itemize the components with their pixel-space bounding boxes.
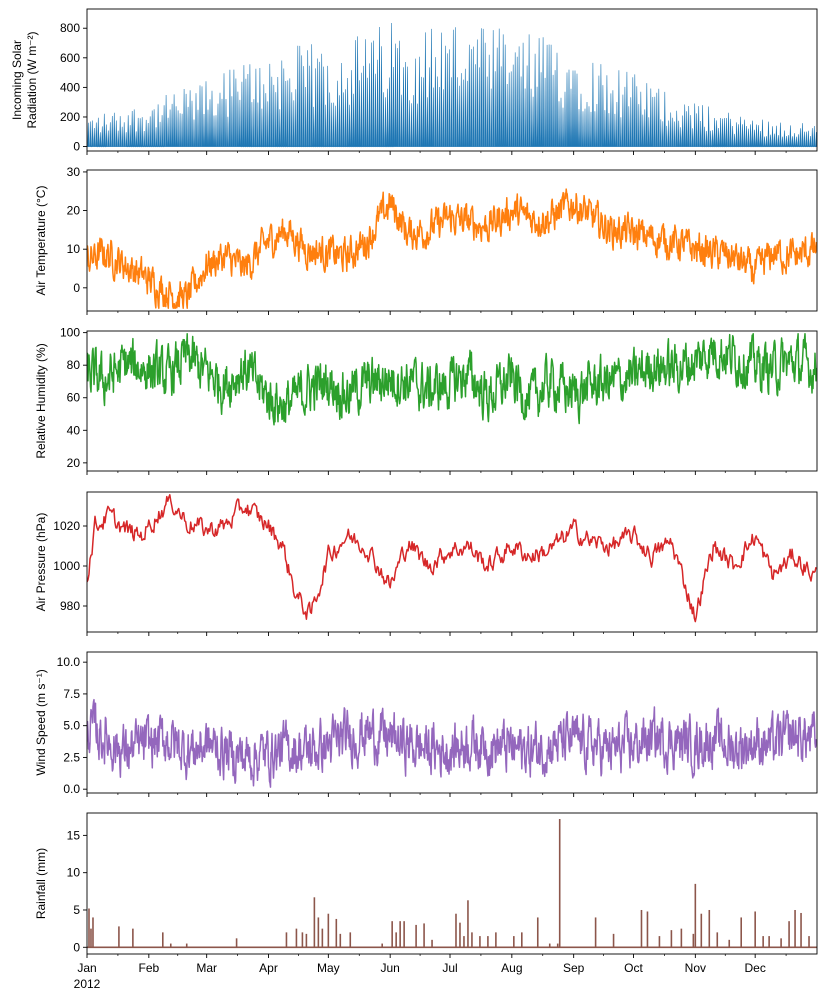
air-temperature-series [87, 188, 817, 309]
x-tick-label: Jan [77, 961, 96, 975]
x-tick-label: Apr [259, 961, 278, 975]
y-axis-label: Radiation (W m⁻²) [25, 31, 39, 128]
y-tick-label: 10 [67, 866, 81, 880]
y-axis-label: Rainfall (mm) [34, 848, 48, 919]
y-axis-label: Relative Humidity (%) [34, 343, 48, 458]
y-tick-label: 800 [60, 21, 80, 35]
y-axis-label: Air Temperature (°C) [34, 186, 48, 296]
x-tick-label: Nov [685, 961, 706, 975]
y-tick-label: 20 [67, 204, 81, 218]
y-axis-label: Wind Speed (m s⁻¹) [34, 669, 48, 775]
y-axis-label: Air Pressure (hPa) [34, 513, 48, 612]
y-tick-label: 15 [67, 828, 81, 842]
panel-1-frame [86, 8, 818, 152]
x-tick-label: Dec [744, 961, 765, 975]
x-tick-label: Oct [624, 961, 643, 975]
y-tick-label: 400 [60, 80, 80, 94]
y-tick-label: 1000 [53, 559, 80, 573]
y-tick-label: 10.0 [57, 655, 81, 669]
x-tick-label: Jun [380, 961, 399, 975]
panel-3-frame [86, 330, 818, 472]
y-tick-label: 80 [67, 358, 81, 372]
y-tick-label: 0 [73, 281, 80, 295]
relative-humidity-series [87, 333, 817, 426]
panel-5-frame [86, 651, 818, 794]
y-tick-label: 20 [67, 456, 81, 470]
y-tick-label: 200 [60, 110, 80, 124]
y-tick-label: 5 [73, 903, 80, 917]
wind-speed-series [87, 698, 817, 788]
solar-radiation-series [87, 22, 817, 148]
x-tick-label: Aug [501, 961, 522, 975]
y-tick-label: 1020 [53, 519, 80, 533]
x-tick-label: Mar [196, 961, 217, 975]
y-tick-label: 5.0 [63, 719, 80, 733]
x-tick-label: Jul [442, 961, 457, 975]
y-tick-label: 2.5 [63, 750, 80, 764]
y-tick-label: 0 [73, 140, 80, 154]
x-tick-label: May [317, 961, 340, 975]
y-tick-label: 60 [67, 391, 81, 405]
panel-6-frame [86, 812, 818, 955]
x-tick-label: Sep [563, 961, 585, 975]
y-tick-label: 600 [60, 51, 80, 65]
y-tick-label: 30 [67, 165, 81, 179]
panel-4-frame [86, 491, 818, 633]
y-axis-label: Incoming Solar [10, 40, 24, 120]
air-pressure-series [87, 494, 817, 623]
x-year-label: 2012 [74, 977, 101, 991]
y-tick-label: 7.5 [63, 687, 80, 701]
y-tick-label: 10 [67, 242, 81, 256]
y-tick-label: 0 [73, 940, 80, 954]
panel-2-frame [86, 169, 818, 312]
y-tick-label: 980 [60, 599, 80, 613]
y-tick-label: 40 [67, 423, 81, 437]
y-tick-label: 0.0 [63, 782, 80, 796]
y-tick-label: 100 [60, 326, 80, 340]
x-tick-label: Feb [138, 961, 159, 975]
